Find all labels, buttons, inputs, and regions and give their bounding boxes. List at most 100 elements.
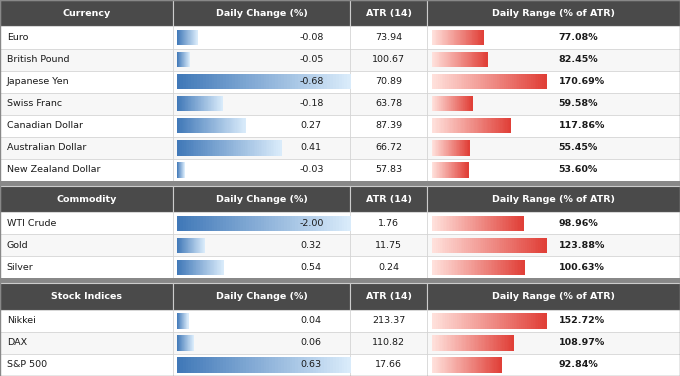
Bar (220, 260, 222, 275)
Bar (523, 260, 525, 275)
Bar (182, 260, 183, 275)
Bar (456, 96, 457, 111)
Bar (452, 162, 453, 177)
Bar (531, 74, 533, 89)
Bar (467, 335, 469, 351)
Bar (440, 96, 441, 111)
Bar (433, 30, 435, 45)
Bar (439, 118, 441, 133)
Bar (498, 260, 500, 275)
Bar (448, 96, 449, 111)
Bar (490, 118, 492, 133)
Bar (453, 238, 456, 253)
Bar (527, 313, 530, 329)
Bar (210, 96, 211, 111)
Bar (435, 30, 437, 45)
Bar (204, 238, 205, 253)
Bar (466, 96, 468, 111)
Bar (440, 30, 441, 45)
Bar (475, 335, 477, 351)
Bar (183, 238, 184, 253)
Bar (180, 52, 181, 67)
Bar (464, 52, 466, 67)
Bar (477, 74, 480, 89)
Bar (476, 238, 478, 253)
Bar (451, 238, 454, 253)
Bar (190, 118, 192, 133)
Bar (437, 118, 439, 133)
Bar (207, 260, 209, 275)
Bar (181, 30, 182, 45)
Bar (470, 335, 472, 351)
Bar (184, 162, 185, 177)
Bar (347, 215, 351, 231)
Bar (451, 357, 452, 373)
Bar (219, 260, 220, 275)
Bar (177, 215, 180, 231)
Bar (477, 238, 480, 253)
Bar (457, 313, 460, 329)
Bar (229, 140, 232, 156)
Bar (520, 215, 522, 231)
Bar (177, 162, 178, 177)
Bar (188, 30, 190, 45)
Bar (443, 162, 445, 177)
Bar (483, 335, 486, 351)
Bar (504, 313, 507, 329)
Text: Daily Range (% of ATR): Daily Range (% of ATR) (492, 194, 615, 203)
Bar (212, 96, 214, 111)
Bar (463, 140, 464, 156)
Bar (179, 30, 180, 45)
Bar (216, 118, 218, 133)
Bar (467, 162, 469, 177)
Bar (189, 335, 190, 351)
Bar (434, 96, 435, 111)
Bar (449, 238, 452, 253)
Bar (173, 332, 350, 354)
Bar (185, 335, 186, 351)
Bar (489, 74, 492, 89)
Bar (445, 140, 446, 156)
Bar (487, 313, 490, 329)
Bar (508, 335, 510, 351)
Bar (269, 357, 273, 373)
Bar (511, 260, 513, 275)
Bar (181, 30, 182, 45)
Bar (341, 215, 345, 231)
Bar (491, 260, 493, 275)
Bar (450, 96, 452, 111)
Bar (466, 30, 467, 45)
Bar (503, 118, 505, 133)
Bar (245, 118, 246, 133)
Bar (237, 74, 241, 89)
Bar (454, 96, 456, 111)
Bar (255, 215, 258, 231)
Bar (454, 96, 455, 111)
Bar (495, 313, 497, 329)
Bar (184, 162, 185, 177)
Bar (455, 313, 458, 329)
Bar (254, 140, 256, 156)
Bar (458, 140, 459, 156)
Bar (443, 335, 445, 351)
Bar (0, 310, 173, 332)
Bar (336, 74, 339, 89)
Bar (182, 162, 183, 177)
Bar (188, 260, 190, 275)
Bar (181, 162, 182, 177)
Bar (341, 357, 345, 373)
Bar (465, 162, 466, 177)
Bar (181, 162, 182, 177)
Bar (544, 238, 547, 253)
Bar (448, 140, 449, 156)
Bar (350, 256, 427, 279)
Bar (223, 357, 226, 373)
Bar (485, 215, 488, 231)
Bar (218, 215, 221, 231)
Bar (439, 140, 440, 156)
Text: 92.84%: 92.84% (558, 361, 598, 370)
Bar (475, 260, 477, 275)
Bar (443, 96, 445, 111)
Bar (462, 52, 463, 67)
Bar (182, 162, 183, 177)
